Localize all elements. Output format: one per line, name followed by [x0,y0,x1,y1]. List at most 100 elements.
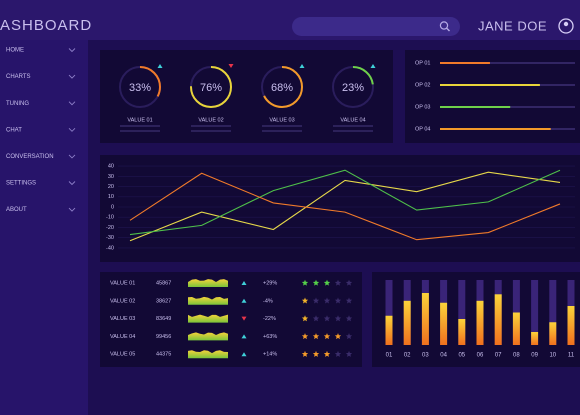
star [312,333,320,340]
gauge-arc [190,66,232,108]
table-panel [100,272,362,367]
gauge-label: VALUE 02 [198,117,223,123]
y-tick-label: 10 [108,194,114,200]
star [334,350,342,357]
row-value: 99456 [156,334,171,340]
line-panel [100,155,580,262]
bar-track [458,280,466,345]
gauge-arc [119,66,161,108]
star [301,297,309,304]
gauge-label: VALUE 04 [340,117,365,123]
x-tick-label: 01 [386,353,393,359]
x-tick-label: 11 [568,353,575,359]
trend-up [241,298,247,303]
y-tick-label: -20 [106,225,114,231]
y-tick-label: 30 [108,174,114,180]
star [345,315,353,322]
star [334,297,342,304]
nav-chevron [68,101,76,106]
header-bar [0,0,580,40]
star [345,333,353,340]
y-tick-label: 0 [111,204,114,210]
row-value: 45867 [156,280,171,286]
row-label: VALUE 04 [110,334,135,340]
star [345,279,353,286]
gauge-label: VALUE 01 [127,117,152,123]
line-series [129,169,561,236]
line-series [129,171,561,242]
trend-up [241,281,247,285]
row-stars [301,333,353,340]
app-title: ASHBOARD [0,17,92,34]
nav-item[interactable]: CHARTS [6,74,31,80]
search-box[interactable] [292,17,460,36]
x-tick-label: 10 [549,353,556,359]
star [301,350,309,357]
star [345,297,353,304]
bar [421,293,429,345]
bar [494,294,502,345]
row-change: +63% [263,334,277,340]
x-tick-label: 04 [440,353,447,359]
user-icon[interactable] [558,18,574,34]
star [312,279,320,286]
gauge-label: VALUE 03 [269,117,294,123]
row-change: -4% [263,298,273,304]
x-tick-label: 08 [513,353,520,359]
user-name[interactable]: JANE DOE [478,18,547,33]
star [312,350,320,357]
row-label: VALUE 05 [110,352,135,358]
star [323,315,331,322]
gauge-value: 33% [129,82,151,94]
nav-chevron [68,154,76,159]
x-tick-label: 09 [531,353,538,359]
row-change: -22% [263,316,276,322]
trend-up [299,64,305,68]
nav-chevron [68,48,76,53]
progress-label: OP 04 [415,126,431,132]
nav-item[interactable]: HOME [6,48,24,54]
row-label: VALUE 02 [110,298,135,304]
bar [512,312,520,345]
nav-item[interactable]: CHAT [6,127,22,133]
nav-chevron [68,127,76,132]
trend-down [241,316,247,321]
bar [549,322,557,345]
x-tick-label: 06 [477,353,484,359]
progress-label: OP 01 [415,60,431,66]
trend-up [241,352,247,357]
row-stars [301,350,353,357]
star [312,315,320,322]
star [334,333,342,340]
row-stars [301,279,353,286]
nav-item[interactable]: ABOUT [6,207,27,213]
star [323,333,331,340]
search-icon-handle [446,27,450,32]
star [323,279,331,286]
gauge-value: 76% [200,82,222,94]
bar-track [549,280,557,345]
gauge-arc [261,66,303,108]
star [312,297,320,304]
x-tick-label: 07 [495,353,502,359]
trend-up [370,64,376,68]
star [334,315,342,322]
user-icon-head [563,21,569,27]
search-icon[interactable] [439,21,449,30]
nav-chevron [68,74,76,79]
trend-down [228,64,234,68]
row-sparkline [188,350,228,359]
row-value: 83649 [156,316,171,322]
bar [403,300,411,345]
star [301,333,309,340]
star [323,350,331,357]
nav-item[interactable]: TUNING [6,101,29,107]
gauge-panel [100,50,393,143]
nav-item[interactable]: CONVERSATION [6,154,54,160]
nav-item[interactable]: SETTINGS [6,181,36,187]
row-sparkline [188,314,228,323]
trend-up [157,64,163,68]
row-sparkline [188,296,228,305]
row-stars [301,315,353,322]
